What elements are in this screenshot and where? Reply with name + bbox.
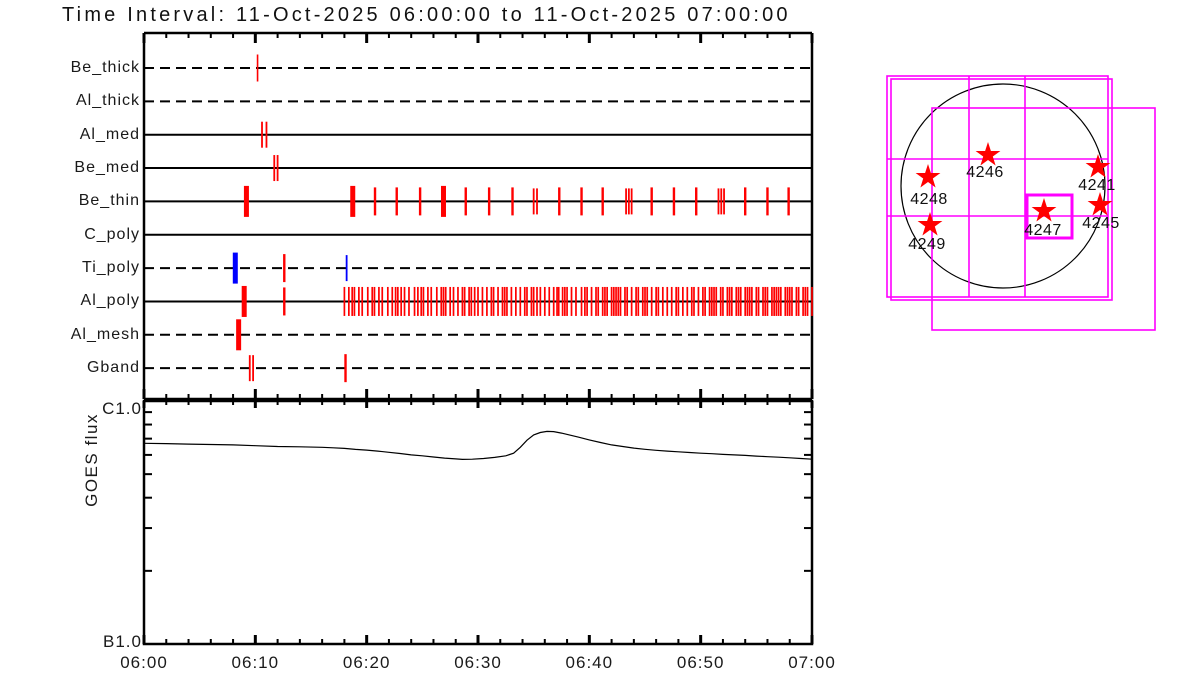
solar-map-panel [886, 75, 1156, 331]
filter-label-be_med: Be_med [74, 159, 140, 177]
filter-label-al_poly: Al_poly [80, 292, 140, 310]
fov-box [890, 78, 1113, 301]
events-be_thick [256, 54, 259, 82]
events-ti_poly [232, 252, 348, 284]
goes-ymax-label: C1.0 [102, 399, 142, 418]
filter-label-al_mesh: Al_mesh [70, 325, 140, 343]
filter-label-ti_poly: Ti_poly [82, 259, 140, 277]
fov-highlight-box [1025, 193, 1074, 240]
active-region-star-4247 [1031, 198, 1057, 222]
active-region-star-4241 [1085, 154, 1111, 178]
events-be_med [273, 155, 279, 182]
active-region-number-4246: 4246 [966, 164, 1004, 181]
page-title: Time Interval: 11-Oct-2025 06:00:00 to 1… [62, 4, 791, 26]
events-al_poly [241, 285, 813, 317]
goes-ymin-label: B1.0 [103, 632, 142, 651]
events-al_med [261, 121, 268, 148]
active-region-number-4249: 4249 [908, 236, 946, 253]
filter-label-be_thick: Be_thick [70, 59, 140, 76]
events-gband [248, 354, 347, 383]
fov-box [886, 75, 1109, 298]
x-tick-label-0600: 06:00 [120, 653, 168, 672]
active-region-star-4245 [1087, 192, 1113, 216]
filter-label-be_thin: Be_thin [78, 192, 140, 210]
filter-label-al_med: Al_med [79, 125, 140, 143]
active-region-star-4246 [975, 142, 1001, 166]
filter-label-gband: Gband [86, 359, 140, 377]
x-tick-label-0630: 06:30 [454, 653, 502, 672]
active-region-star-4249 [917, 212, 943, 236]
active-region-star-4248 [915, 164, 941, 188]
active-region-number-4245: 4245 [1082, 215, 1120, 232]
goes-flux-panel [142, 399, 814, 646]
x-tick-label-0610: 06:10 [231, 653, 280, 672]
active-region-number-4247: 4247 [1024, 222, 1062, 239]
x-tick-label-0640: 06:40 [565, 653, 614, 672]
events-al_mesh [236, 319, 242, 351]
filter-timeline-panel [142, 31, 814, 401]
active-region-number-4248: 4248 [910, 191, 948, 208]
filter-label-c_poly: C_poly [84, 225, 140, 243]
x-tick-label-0650: 06:50 [676, 653, 725, 672]
solar-disk-circle [900, 83, 1106, 289]
events-be_thin [243, 185, 790, 217]
active-region-number-4241: 4241 [1078, 177, 1116, 194]
x-tick-label-0700: 07:00 [788, 653, 836, 672]
goes-flux-curve [143, 430, 813, 461]
x-tick-label-0620: 06:20 [342, 653, 391, 672]
goes-axis-title: GOES flux [82, 413, 101, 507]
filter-label-al_thick: Al_thick [75, 92, 140, 110]
